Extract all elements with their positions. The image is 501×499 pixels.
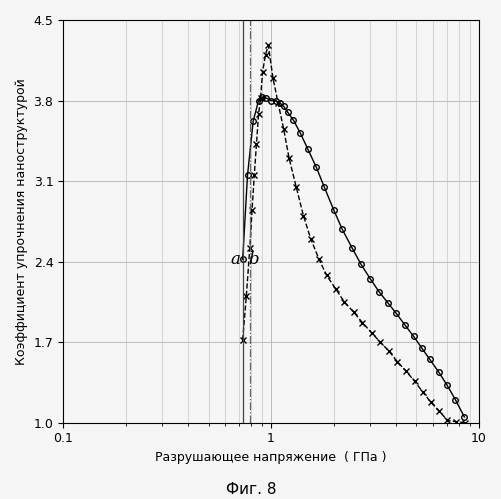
X-axis label: Разрушающее напряжение  ( ГПа ): Разрушающее напряжение ( ГПа ) bbox=[155, 451, 386, 464]
Text: Фиг. 8: Фиг. 8 bbox=[225, 482, 276, 497]
Text: b: b bbox=[247, 251, 258, 268]
Text: a: a bbox=[229, 251, 239, 268]
Y-axis label: Коэффициент упрочнения наноструктурой: Коэффициент упрочнения наноструктурой bbox=[15, 78, 28, 365]
